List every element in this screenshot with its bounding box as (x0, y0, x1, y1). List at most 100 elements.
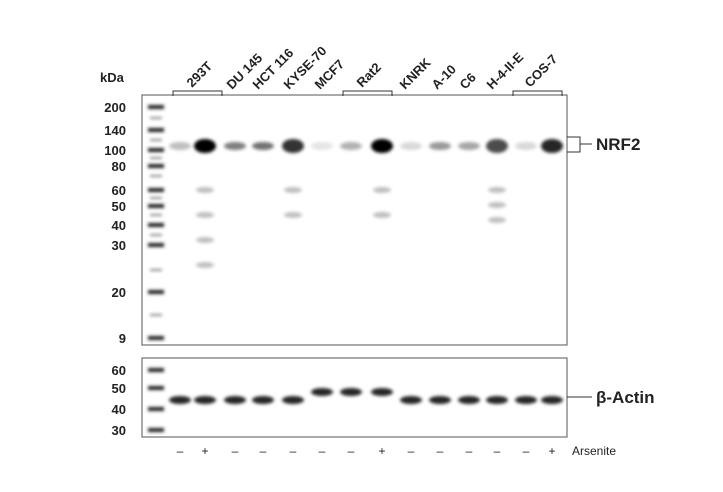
actin-band (224, 396, 246, 404)
actin-band (340, 388, 362, 396)
nrf2-band (458, 142, 480, 150)
nrf2-band (515, 142, 537, 150)
marker-label: 30 (112, 423, 126, 438)
actin-band (194, 396, 216, 404)
ladder-band (148, 128, 164, 132)
treatment-sign: – (348, 444, 355, 458)
ladder-band (150, 214, 162, 216)
ladder-band (148, 386, 164, 390)
actin-band (486, 396, 508, 404)
actin-band (458, 396, 480, 404)
nrf2-band (224, 142, 246, 150)
treatment-label: Arsenite (572, 444, 616, 458)
actin-band (515, 396, 537, 404)
ladder-band (148, 105, 164, 109)
marker-label: 30 (112, 238, 126, 253)
nrf2-band (282, 139, 304, 153)
ladder-band (150, 197, 162, 199)
nrf2-band (311, 142, 333, 150)
ladder-band (148, 336, 164, 340)
ladder-band (148, 204, 164, 208)
minor-band (488, 187, 506, 193)
nrf2-band (486, 139, 508, 153)
minor-band (488, 202, 506, 208)
kda-label: kDa (100, 70, 125, 85)
treatment-sign: – (494, 444, 501, 458)
treatment-sign: – (290, 444, 297, 458)
nrf2-band (340, 142, 362, 150)
minor-band (488, 217, 506, 223)
actin-band (541, 396, 563, 404)
nrf2-band (400, 142, 422, 150)
nrf2-band (169, 142, 191, 150)
actin-band (400, 396, 422, 404)
ladder-band (148, 407, 164, 411)
marker-label: 60 (112, 363, 126, 378)
treatment-sign: – (260, 444, 267, 458)
target-label: β-Actin (596, 388, 655, 407)
cell-line-label: 293T (184, 59, 216, 91)
nrf2-band (429, 142, 451, 150)
actin-band (169, 396, 191, 404)
nrf2-band (194, 139, 216, 153)
ladder-band (150, 117, 162, 119)
ladder-band (148, 188, 164, 192)
minor-band (196, 262, 214, 268)
ladder-band (148, 164, 164, 168)
actin-band (311, 388, 333, 396)
ladder-band (150, 269, 162, 271)
cell-line-label: C6 (457, 70, 479, 92)
ladder-band (148, 368, 164, 372)
actin-band (371, 388, 393, 396)
actin-band (252, 396, 274, 404)
treatment-sign: – (177, 444, 184, 458)
treatment-sign: – (408, 444, 415, 458)
treatment-sign: – (437, 444, 444, 458)
treatment-sign: – (523, 444, 530, 458)
marker-label: 9 (119, 331, 126, 346)
ladder-band (150, 139, 162, 141)
bands (148, 105, 563, 432)
marker-label: 40 (112, 402, 126, 417)
actin-band (429, 396, 451, 404)
target-label: NRF2 (596, 135, 640, 154)
cell-line-label: Rat2 (354, 60, 385, 91)
treatment-sign: – (466, 444, 473, 458)
nrf2-band (371, 139, 393, 153)
cell-line-label: A-10 (429, 62, 460, 93)
treatment-sign: – (319, 444, 326, 458)
ladder-band (148, 428, 164, 432)
marker-label: 50 (112, 199, 126, 214)
ladder-band (148, 243, 164, 247)
ladder-band (150, 157, 162, 159)
marker-label: 60 (112, 183, 126, 198)
minor-band (284, 212, 302, 218)
nrf2-band (252, 142, 274, 150)
treatment-sign: + (201, 444, 208, 458)
minor-band (196, 187, 214, 193)
nrf2-band (541, 139, 563, 153)
minor-band (196, 212, 214, 218)
brackets (172, 90, 592, 398)
ladder-band (148, 148, 164, 152)
treatment-sign: + (378, 444, 385, 458)
treatment-sign: + (548, 444, 555, 458)
cell-line-label: KNRK (397, 55, 435, 93)
marker-label: 40 (112, 218, 126, 233)
minor-band (373, 212, 391, 218)
ladder-band (148, 290, 164, 294)
cell-line-label: COS-7 (522, 51, 561, 90)
actin-band (282, 396, 304, 404)
minor-band (284, 187, 302, 193)
ladder-band (148, 223, 164, 227)
marker-label: 50 (112, 381, 126, 396)
marker-label: 140 (104, 123, 126, 138)
cell-line-label: H-4-II-E (484, 49, 527, 92)
marker-label: 20 (112, 285, 126, 300)
marker-label: 80 (112, 159, 126, 174)
minor-band (196, 237, 214, 243)
treatment-sign: – (232, 444, 239, 458)
ladder-band (150, 234, 162, 236)
marker-label: 200 (104, 100, 126, 115)
